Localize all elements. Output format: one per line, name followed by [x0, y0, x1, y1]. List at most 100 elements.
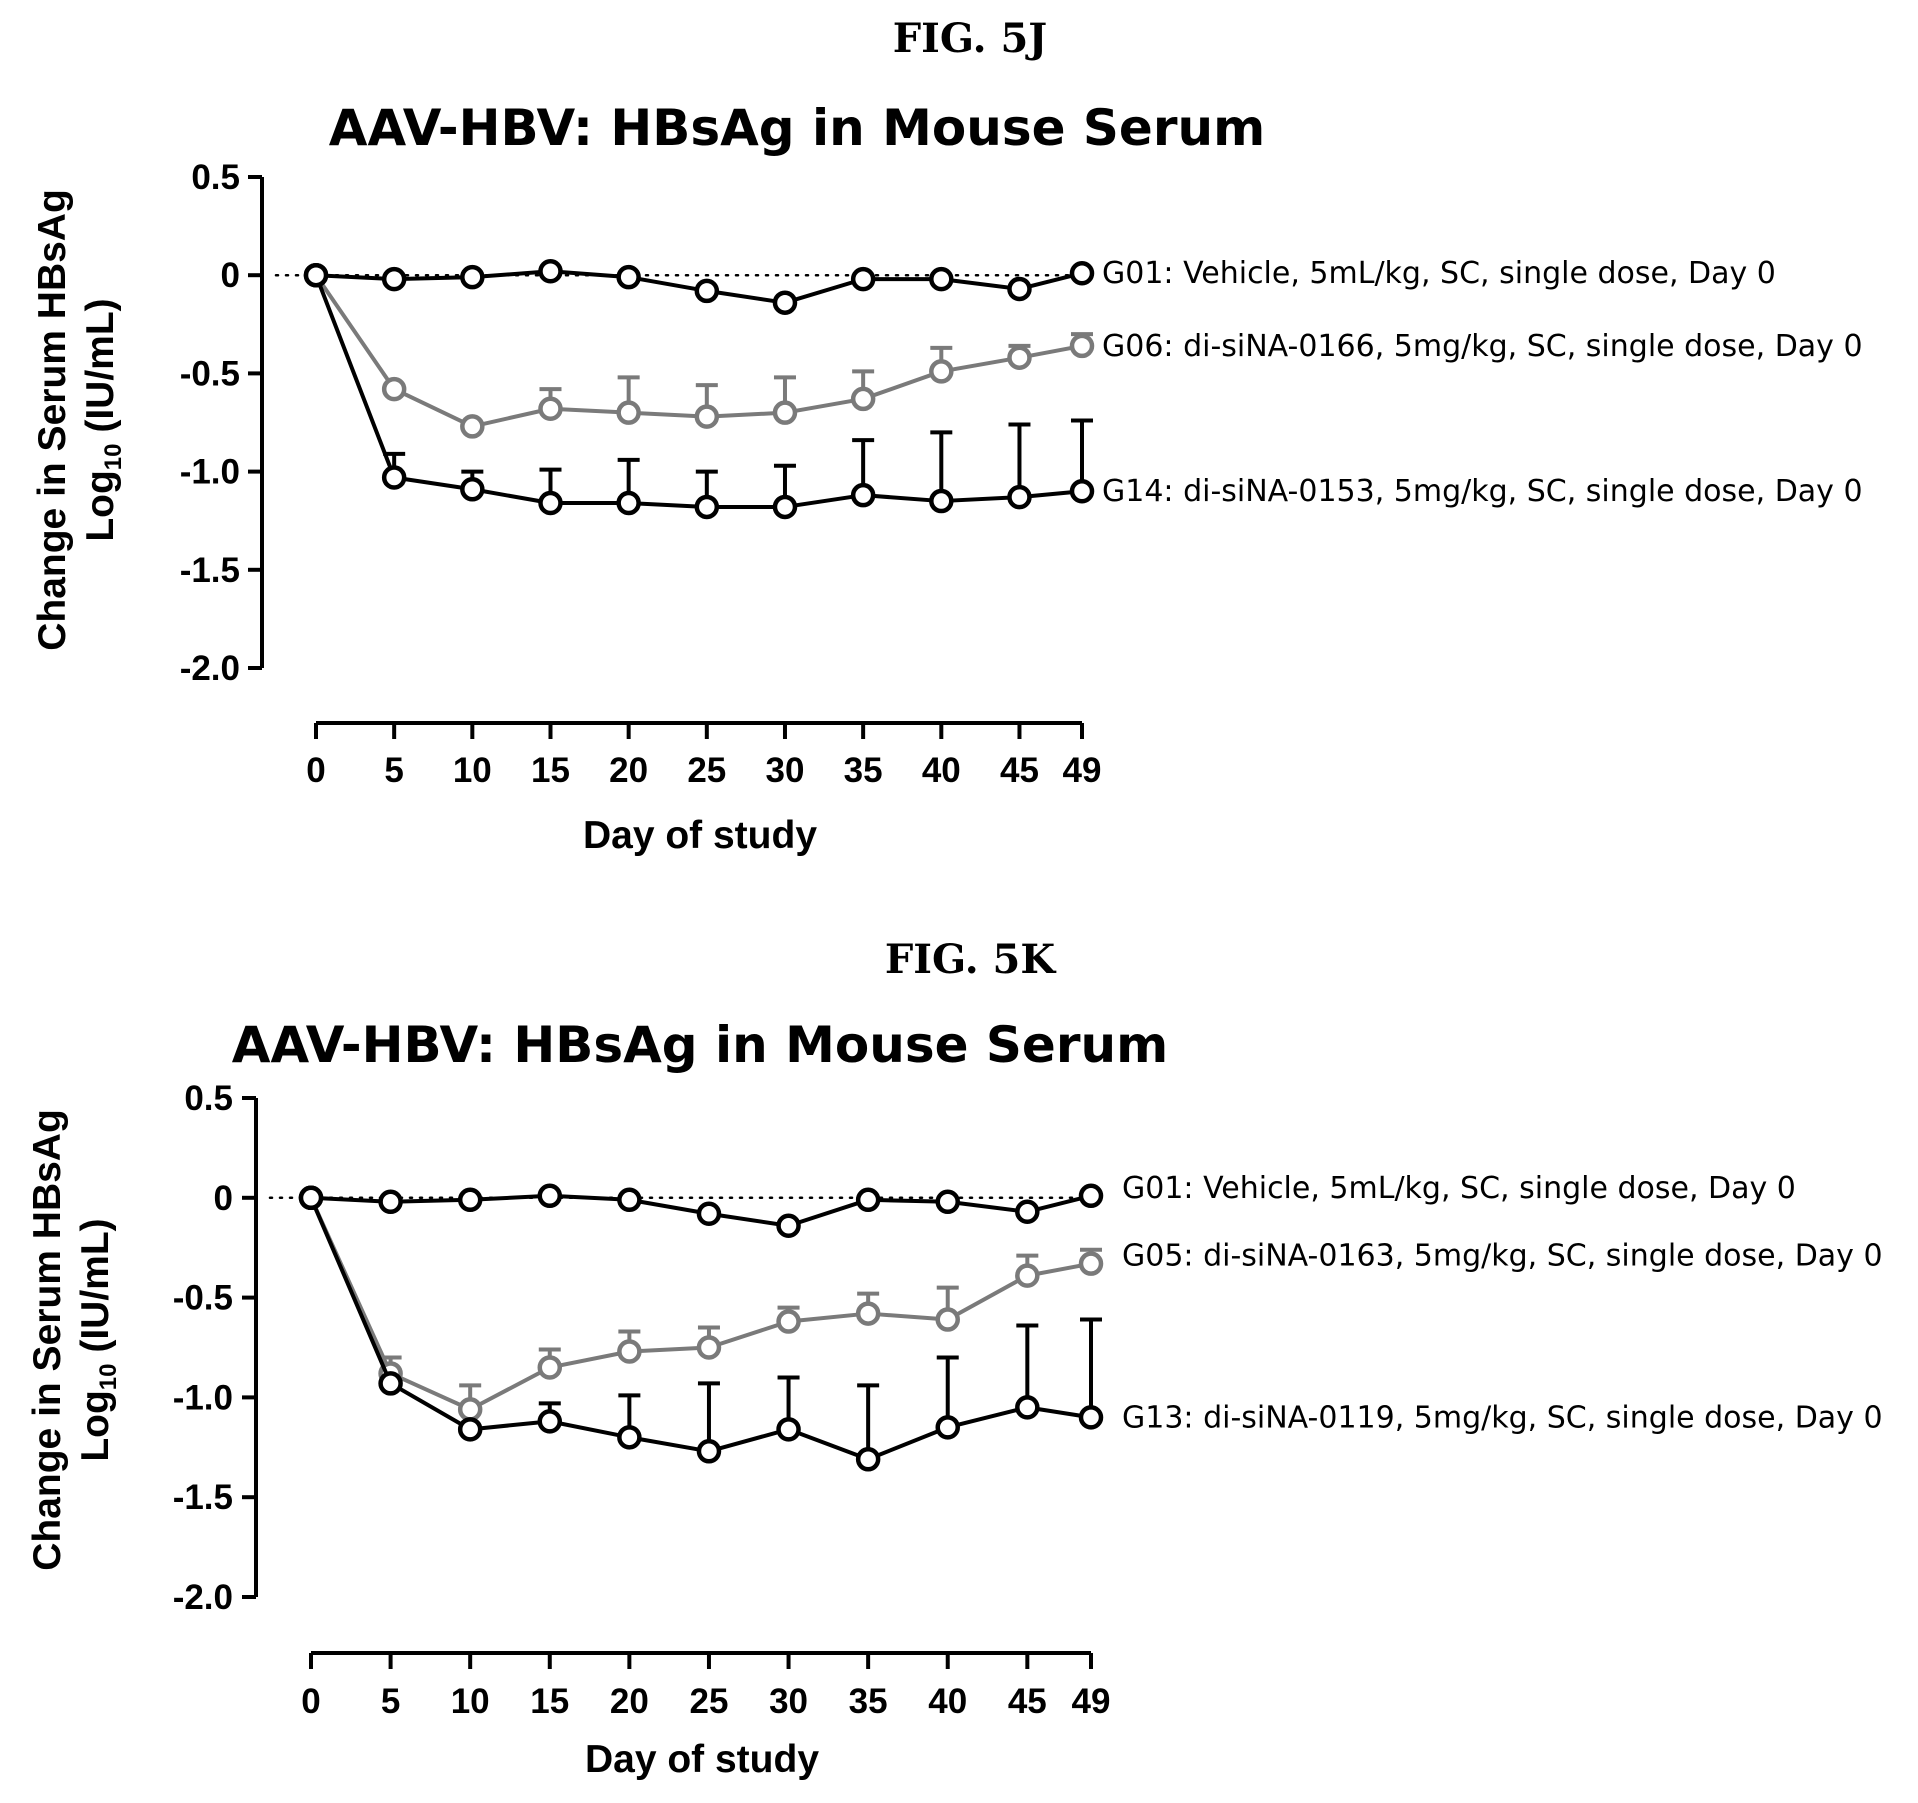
- data-point: [850, 386, 876, 412]
- data-point: [616, 490, 641, 516]
- chart-title: AAV-HBV: HBsAg in Mouse Serum: [232, 1016, 1168, 1074]
- data-point: [457, 1417, 483, 1442]
- data-point: [929, 266, 954, 292]
- data-point: [1007, 484, 1032, 510]
- series-line: [309, 1196, 1092, 1412]
- data-point: [1015, 1263, 1040, 1288]
- data-point: [457, 1187, 483, 1213]
- x-tick-label: 10: [451, 1682, 490, 1721]
- series-1: G01: Vehicle, 5mL/kg, SC, single dose, D…: [298, 1171, 1796, 1238]
- data-point: [1069, 260, 1095, 286]
- data-point: [935, 1307, 960, 1332]
- data-point: [378, 1189, 403, 1215]
- figure-label: FIG. 5J: [893, 15, 1047, 62]
- data-point: [776, 1417, 801, 1442]
- data-point: [381, 266, 407, 292]
- y-tick-label: -1.0: [173, 1378, 233, 1417]
- data-point: [855, 1447, 881, 1472]
- y-tick-label: 0: [221, 256, 240, 295]
- data-point: [772, 494, 798, 520]
- data-point: [1007, 345, 1032, 370]
- data-point: [537, 1183, 563, 1209]
- x-tick-label: 15: [530, 1682, 569, 1721]
- data-point: [1078, 1405, 1104, 1430]
- data-point: [696, 1439, 722, 1464]
- data-point: [617, 1339, 642, 1364]
- data-point: [850, 482, 876, 508]
- y-tick-label: -2.0: [180, 649, 240, 688]
- series-label: G01: Vehicle, 5mL/kg, SC, single dose, D…: [1102, 256, 1776, 291]
- x-tick-label: 0: [301, 1682, 320, 1721]
- x-tick-label: 35: [844, 751, 883, 790]
- y-axis-label: Change in Serum HBsAg Log10 (IU/mL): [26, 1109, 122, 1571]
- x-tick-label: 25: [687, 751, 726, 790]
- data-point: [537, 1355, 563, 1380]
- data-point: [776, 1213, 801, 1238]
- chart-fig-5k: FIG. 5K AAV-HBV: HBsAg in Mouse Serum Ch…: [26, 936, 1883, 1781]
- series-1: G01: Vehicle, 5mL/kg, SC, single dose, D…: [303, 256, 1776, 315]
- x-tick-label: 40: [928, 1682, 967, 1721]
- x-tick-label: 30: [766, 751, 805, 790]
- data-point: [616, 264, 641, 290]
- y-axis-label-line2: Log10 (IU/mL): [79, 298, 127, 541]
- data-point: [537, 1409, 563, 1434]
- x-tick-label: 0: [306, 751, 325, 790]
- x-tick-label: 20: [610, 1682, 649, 1721]
- data-point: [696, 1335, 722, 1360]
- x-tick-label: 10: [453, 751, 492, 790]
- series-label: G05: di-siNA-0163, 5mg/kg, SC, single do…: [1122, 1239, 1883, 1274]
- data-point: [538, 259, 563, 284]
- y-axis-label-line1: Change in Serum HBsAg: [31, 189, 74, 651]
- data-point: [460, 414, 485, 439]
- x-tick-label: 45: [1008, 1682, 1047, 1721]
- data-point: [850, 266, 876, 292]
- data-point: [776, 1309, 801, 1334]
- data-point: [772, 290, 798, 315]
- data-point: [929, 359, 954, 384]
- x-tick-label: 40: [922, 751, 961, 790]
- data-point: [935, 1415, 960, 1440]
- data-point: [303, 262, 329, 288]
- data-point: [378, 1371, 403, 1396]
- y-axis-label-line1: Change in Serum HBsAg: [26, 1109, 69, 1571]
- series-label: G06: di-siNA-0166, 5mg/kg, SC, single do…: [1102, 329, 1863, 364]
- x-tick-label: 25: [689, 1682, 728, 1721]
- data-point: [1069, 333, 1095, 359]
- x-tick-label: 5: [381, 1682, 400, 1721]
- data-point: [538, 490, 563, 516]
- x-tick-label: 20: [609, 751, 648, 790]
- y-tick-label: -0.5: [180, 354, 240, 393]
- y-tick-label: 0.5: [184, 1079, 233, 1118]
- series-3: G14: di-siNA-0153, 5mg/kg, SC, single do…: [303, 262, 1863, 520]
- plot-area: 0.5 0 -0.5 -1.0 -1.5 -2.0 0 5 10 15 20 25 30 35 40 45 49…: [173, 1079, 1883, 1721]
- data-point: [1007, 276, 1032, 302]
- data-point: [1015, 1199, 1040, 1225]
- y-tick-label: -2.0: [173, 1578, 233, 1617]
- x-axis-label: Day of study: [585, 1738, 819, 1781]
- data-point: [855, 1187, 881, 1213]
- data-point: [616, 400, 641, 425]
- data-point: [696, 1201, 722, 1227]
- y-tick-label: 0.5: [191, 158, 240, 197]
- data-point: [538, 396, 563, 422]
- series-label: G14: di-siNA-0153, 5mg/kg, SC, single do…: [1102, 474, 1863, 509]
- plot-area: 0.5 0 -0.5 -1.0 -1.5 -2.0 0 5 10 15 20 25 30 35 40 45 49…: [180, 158, 1863, 790]
- y-tick-label: -1.5: [180, 551, 240, 590]
- data-point: [460, 264, 485, 290]
- chart-title: AAV-HBV: HBsAg in Mouse Serum: [329, 99, 1265, 157]
- data-point: [381, 376, 407, 402]
- x-tick-label: 45: [1000, 751, 1039, 790]
- x-tick-label: 35: [849, 1682, 888, 1721]
- series-label: G13: di-siNA-0119, 5mg/kg, SC, single do…: [1122, 1400, 1883, 1435]
- y-axis-label-line2: Log10 (IU/mL): [74, 1218, 122, 1461]
- data-point: [1069, 478, 1095, 504]
- figure-label: FIG. 5K: [885, 936, 1057, 983]
- x-axis-label: Day of study: [583, 814, 817, 857]
- data-point: [935, 1189, 960, 1215]
- data-point: [1078, 1183, 1104, 1209]
- data-point: [855, 1301, 881, 1326]
- x-tick-label: 49: [1063, 751, 1102, 790]
- data-point: [772, 400, 798, 425]
- series-label: G01: Vehicle, 5mL/kg, SC, single dose, D…: [1122, 1171, 1796, 1206]
